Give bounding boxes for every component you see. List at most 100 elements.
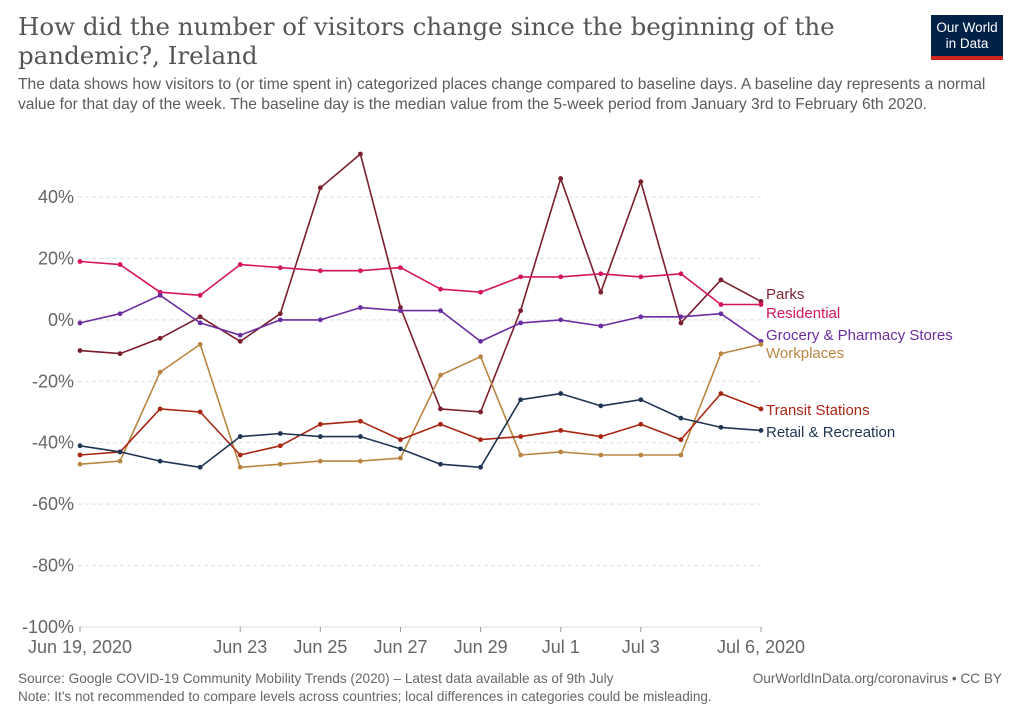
source-note: Source: Google COVID-19 Community Mobili… — [18, 671, 614, 686]
data-point — [398, 455, 403, 461]
data-point — [518, 434, 524, 439]
data-point — [317, 185, 323, 191]
data-point — [438, 461, 443, 467]
data-point — [237, 332, 243, 338]
data-point — [518, 452, 524, 458]
data-point — [758, 302, 764, 307]
x-tick-label: Jul 6, 2020 — [717, 637, 805, 657]
data-point — [117, 458, 123, 464]
data-point — [638, 421, 644, 427]
data-point — [758, 342, 764, 347]
grid-layer — [78, 196, 762, 628]
series-line — [79, 294, 762, 343]
data-point — [197, 320, 203, 326]
series-label: Transit Stations — [766, 402, 870, 419]
data-point — [358, 305, 363, 310]
data-point — [438, 372, 443, 378]
data-point — [718, 311, 724, 317]
source-url-link[interactable]: OurWorldInData.org/coronavirus • CC BY — [752, 671, 1002, 686]
axis-layer: 40% 20% 0% -20% -40% -60% -80% -100%Jun 19, 202… — [22, 187, 805, 657]
data-point — [277, 443, 283, 449]
data-point — [558, 317, 564, 323]
series-label: Retail & Recreation — [766, 424, 895, 441]
data-point — [678, 314, 684, 320]
data-point — [478, 464, 483, 470]
data-point — [277, 461, 283, 467]
data-point — [197, 464, 203, 470]
data-point — [718, 351, 724, 357]
series-label: Parks — [766, 286, 804, 303]
data-point — [77, 320, 83, 326]
data-point — [398, 446, 403, 452]
series-label: Workplaces — [766, 345, 844, 362]
data-point — [277, 265, 283, 271]
data-point — [117, 351, 123, 357]
x-tick-label: Jul 3 — [622, 637, 660, 657]
data-point — [237, 452, 243, 458]
data-point — [478, 354, 483, 360]
data-point — [398, 437, 403, 443]
data-point — [157, 335, 163, 341]
series-line — [79, 343, 762, 469]
y-tick-label: 0% — [48, 310, 74, 330]
data-point — [638, 179, 644, 185]
data-point — [317, 434, 323, 439]
data-point — [398, 308, 403, 314]
data-point — [117, 311, 123, 317]
data-point — [678, 415, 684, 421]
y-tick-label: -60% — [32, 494, 74, 514]
data-point — [317, 458, 323, 464]
data-point — [558, 428, 564, 433]
data-point — [438, 421, 443, 427]
data-point — [598, 271, 604, 277]
data-point — [678, 437, 684, 443]
data-point — [558, 449, 564, 455]
data-point — [358, 151, 363, 157]
data-point — [518, 274, 524, 280]
data-point — [478, 437, 483, 443]
data-point — [558, 391, 564, 396]
data-point — [77, 461, 83, 467]
data-point — [678, 452, 684, 458]
logo-line-2: in Data — [945, 36, 989, 51]
x-tick-label: Jun 27 — [373, 637, 427, 657]
y-tick-label: -100% — [22, 617, 74, 637]
y-tick-label: -80% — [32, 556, 74, 576]
data-point — [518, 320, 524, 326]
data-point — [197, 342, 203, 347]
y-tick-label: 40% — [38, 187, 74, 207]
data-point — [358, 418, 363, 424]
data-point — [598, 289, 604, 295]
owid-logo[interactable]: Our World in Data — [931, 15, 1003, 60]
data-point — [718, 424, 724, 430]
data-point — [317, 268, 323, 274]
data-point — [638, 397, 644, 403]
data-point — [117, 262, 123, 267]
data-point — [358, 458, 363, 464]
data-point — [478, 338, 483, 344]
data-point — [558, 274, 564, 280]
series-layer — [77, 151, 764, 470]
legend-layer: Parks Residential Grocery & Pharmacy Store… — [766, 286, 953, 441]
data-point — [77, 259, 83, 264]
data-point — [197, 409, 203, 415]
data-point — [758, 406, 764, 412]
data-point — [638, 452, 644, 458]
data-point — [598, 452, 604, 458]
data-point — [237, 338, 243, 344]
data-point — [77, 452, 83, 458]
data-point — [157, 406, 163, 412]
data-point — [157, 292, 163, 298]
data-point — [518, 308, 524, 314]
data-point — [518, 397, 524, 403]
data-point — [77, 348, 83, 353]
chart-title: How did the number of visitors change si… — [18, 12, 835, 70]
data-point — [438, 406, 443, 412]
data-point — [598, 434, 604, 439]
data-point — [277, 431, 283, 436]
data-point — [317, 317, 323, 323]
data-point — [317, 421, 323, 427]
data-point — [237, 464, 243, 470]
x-tick-label: Jul 1 — [542, 637, 580, 657]
